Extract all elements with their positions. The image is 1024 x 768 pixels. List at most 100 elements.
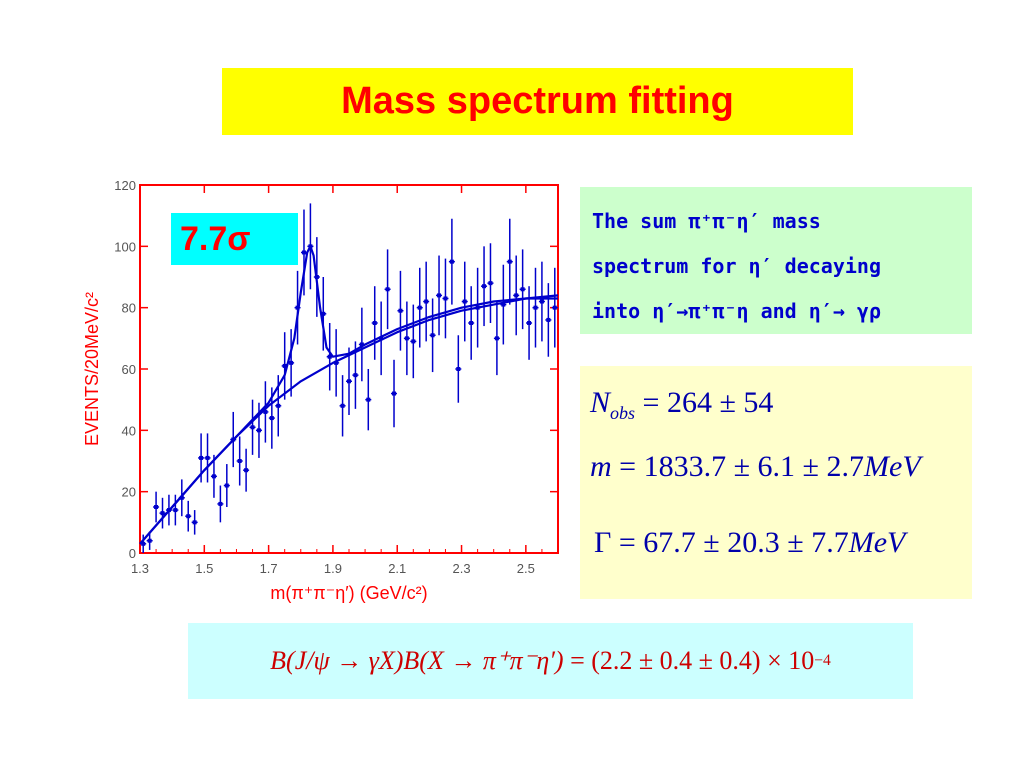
- data-point: [546, 317, 551, 322]
- mass-symbol: m: [590, 450, 612, 483]
- mass-value: = 1833.7 ± 6.1 ± 2.7: [619, 450, 865, 483]
- nobs-symbol: N: [590, 386, 611, 419]
- data-point: [327, 354, 332, 359]
- data-point: [186, 514, 191, 519]
- data-point: [449, 259, 454, 264]
- data-point: [321, 311, 326, 316]
- y-axis-label: EVENTS/20MeV/c²: [82, 292, 102, 446]
- description-line-1: The sum π⁺π⁻η′ mass: [592, 209, 821, 233]
- x-tick-label: 2.5: [517, 561, 535, 576]
- data-point: [301, 250, 306, 255]
- data-point: [237, 459, 242, 463]
- data-point: [424, 299, 429, 304]
- branching-exponent: −4: [814, 652, 831, 669]
- width-value: = 67.7 ± 20.3 ± 7.7: [618, 526, 849, 559]
- data-point: [276, 403, 281, 408]
- data-point: [462, 299, 467, 304]
- data-point: [514, 293, 519, 298]
- data-point: [443, 296, 448, 301]
- data-point: [494, 336, 499, 341]
- data-point: [456, 367, 461, 371]
- description-line-2: spectrum for η′ decaying: [592, 254, 881, 278]
- data-point: [160, 511, 165, 516]
- data-point: [205, 455, 210, 460]
- branching-right: = (2.2 ± 0.4 ± 0.4) × 10: [570, 646, 815, 675]
- data-point: [520, 287, 525, 292]
- data-point: [533, 305, 538, 310]
- data-point: [340, 403, 345, 408]
- data-point: [392, 391, 397, 396]
- data-point: [552, 305, 557, 310]
- description-box: The sum π⁺π⁻η′ mass spectrum for η′ deca…: [580, 187, 972, 334]
- data-point: [141, 541, 146, 546]
- data-point: [411, 339, 416, 344]
- y-tick-label: 20: [122, 485, 136, 500]
- data-point: [211, 474, 216, 479]
- data-point: [379, 336, 384, 341]
- x-tick-label: 1.3: [131, 561, 149, 576]
- data-point: [398, 308, 403, 313]
- page-title: Mass spectrum fitting: [341, 80, 734, 122]
- data-point: [430, 333, 435, 338]
- x-tick-label: 1.9: [324, 561, 342, 576]
- data-point: [417, 305, 422, 310]
- width-unit: MeV: [848, 526, 906, 559]
- data-point: [289, 360, 294, 365]
- data-point: [250, 425, 255, 430]
- data-point: [199, 455, 204, 460]
- data-point: [334, 360, 339, 365]
- data-point: [173, 508, 178, 513]
- background-curve: [139, 294, 559, 545]
- data-point: [404, 336, 409, 341]
- data-point: [269, 416, 274, 421]
- data-point: [539, 299, 544, 304]
- x-tick-label: 2.3: [452, 561, 470, 576]
- data-point: [218, 501, 223, 506]
- data-point: [263, 409, 268, 414]
- data-point: [372, 321, 377, 325]
- y-tick-label: 100: [114, 239, 136, 254]
- significance-label: 7.7σ: [171, 213, 298, 265]
- y-tick-label: 120: [114, 178, 136, 193]
- data-point: [469, 321, 474, 325]
- data-point: [359, 342, 364, 347]
- data-point: [488, 281, 493, 286]
- data-point: [527, 321, 532, 325]
- x-tick-label: 2.1: [388, 561, 406, 576]
- data-point: [147, 538, 152, 543]
- data-point: [282, 363, 287, 368]
- data-point: [507, 259, 512, 264]
- data-point: [347, 379, 351, 384]
- data-point: [192, 520, 197, 525]
- data-point: [437, 293, 442, 298]
- nobs-equation: Nobs = 264 ± 54: [590, 386, 773, 424]
- y-tick-label: 80: [122, 301, 136, 316]
- data-point: [224, 483, 229, 488]
- fit-curve: [139, 245, 558, 545]
- data-point: [244, 468, 249, 473]
- width-symbol: Γ: [594, 526, 612, 559]
- branching-fraction-box: B(J/ψ → γX)B(X → π⁺π⁻η′) = (2.2 ± 0.4 ± …: [188, 623, 913, 699]
- y-tick-label: 60: [122, 362, 136, 377]
- y-tick-label: 40: [122, 423, 136, 438]
- y-tick-label: 0: [129, 546, 136, 561]
- data-point: [179, 495, 184, 500]
- data-point: [154, 505, 159, 509]
- x-tick-label: 1.5: [195, 561, 213, 576]
- mass-equation: m = 1833.7 ± 6.1 ± 2.7MeV: [590, 450, 921, 484]
- fit-results-box: Nobs = 264 ± 54 m = 1833.7 ± 6.1 ± 2.7Me…: [580, 366, 972, 599]
- description-line-3: into η′→π⁺π⁻η and η′→ γρ: [592, 299, 881, 323]
- x-tick-label: 1.7: [260, 561, 278, 576]
- data-point: [501, 302, 506, 307]
- branching-left: B(J/ψ → γX)B(X → π⁺π⁻η′): [270, 646, 564, 675]
- data-point: [482, 284, 487, 289]
- x-axis-label: m(π⁺π⁻η′) (GeV/c²): [270, 583, 427, 603]
- significance-value: 7.7σ: [180, 219, 251, 258]
- nobs-subscript: obs: [610, 403, 636, 423]
- data-point: [256, 428, 261, 433]
- mass-unit: MeV: [864, 450, 921, 483]
- data-point: [366, 397, 371, 402]
- data-point: [353, 373, 358, 378]
- data-point: [385, 287, 390, 292]
